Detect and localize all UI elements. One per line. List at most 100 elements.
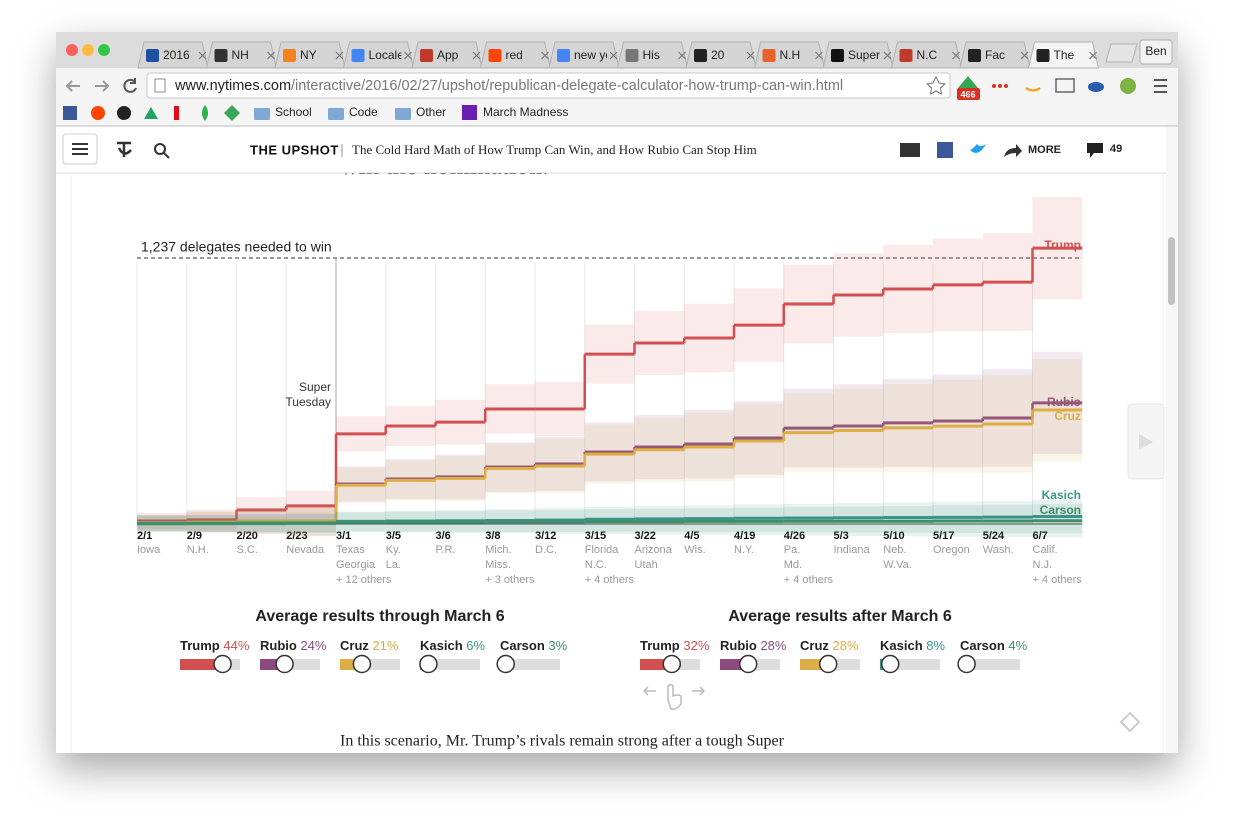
candidate-name: Carson <box>500 638 545 653</box>
extension-icon[interactable] <box>958 76 978 88</box>
bookmark[interactable]: March Madness <box>483 105 568 119</box>
bookmark-icon[interactable] <box>202 105 208 121</box>
share-label: 21% <box>373 638 399 653</box>
candidate-name: Kasich <box>880 638 923 653</box>
minimize-button[interactable] <box>82 44 94 56</box>
bookmark-icon[interactable] <box>144 107 158 119</box>
place-label: N.C. <box>585 559 607 571</box>
tab-icon <box>351 49 365 62</box>
tab-close <box>541 51 549 60</box>
candidate-name: Cruz <box>340 638 369 653</box>
back-button[interactable] <box>65 80 80 92</box>
threshold-label: 1,237 delegates needed to win <box>141 239 332 255</box>
body-paragraph: In this scenario, Mr. Trump’s rivals rem… <box>340 733 785 750</box>
extension-icon[interactable] <box>1025 87 1041 92</box>
extension-icon[interactable] <box>1088 82 1104 92</box>
slider-knob[interactable] <box>496 654 515 674</box>
bookmark-icon[interactable] <box>63 106 77 120</box>
series-label: Carson <box>1040 503 1081 517</box>
date-label: 3/12 <box>535 530 556 542</box>
bookmark[interactable]: Other <box>416 105 446 119</box>
bookmark-icon[interactable] <box>174 106 179 120</box>
tab-close <box>609 51 618 60</box>
candidate-name: Trump <box>640 638 680 653</box>
tab-title: Locale <box>369 48 405 62</box>
reload-button[interactable] <box>123 78 137 93</box>
place-label: Miss. <box>485 559 511 571</box>
extension-icon[interactable] <box>992 84 996 88</box>
slider-knob[interactable] <box>880 654 900 674</box>
date-label: 6/7 <box>1033 530 1048 542</box>
hamburger <box>72 143 88 155</box>
bookmark-icon[interactable] <box>224 105 240 121</box>
nav-icons <box>65 78 137 93</box>
share-label: 44% <box>223 638 249 653</box>
bookmark[interactable]: Code <box>349 105 378 119</box>
email-button[interactable] <box>900 143 920 157</box>
candidate-share: Rubio 28% <box>720 638 787 653</box>
tab-close <box>267 51 275 60</box>
menu-button[interactable] <box>1154 79 1167 93</box>
slider-knob[interactable] <box>352 654 372 674</box>
new-tab[interactable] <box>1105 43 1138 63</box>
cast-icon[interactable] <box>1055 78 1075 93</box>
tab-close <box>746 51 755 60</box>
twitter-button[interactable] <box>970 144 986 153</box>
tab-title: The <box>1054 48 1075 62</box>
place-label: S.C. <box>237 544 258 556</box>
extension-icon <box>998 84 1002 88</box>
slider-knob[interactable] <box>957 654 976 674</box>
scrollbar-thumb[interactable] <box>1168 237 1175 305</box>
extension-icon[interactable] <box>1120 78 1136 94</box>
tab-icon <box>146 49 159 62</box>
series-label: Cruz <box>1054 409 1081 423</box>
search-button[interactable] <box>154 143 166 155</box>
bookmark-icons <box>63 105 477 121</box>
facebook-button[interactable] <box>937 142 953 158</box>
date-label: 3/1 <box>336 530 351 542</box>
extension-icon <box>1004 84 1008 88</box>
candidate-share: Cruz 21% <box>340 638 399 653</box>
slider-knob[interactable] <box>818 654 838 674</box>
annotation: Super <box>299 380 331 394</box>
date-label: 5/17 <box>933 530 954 542</box>
candidate-name: Trump <box>180 638 220 653</box>
date-label: 5/24 <box>983 530 1005 542</box>
place-label: N.J. <box>1033 559 1053 571</box>
more-label[interactable]: MORE <box>1028 144 1061 156</box>
slider-knob[interactable] <box>275 654 294 674</box>
zoom-button[interactable] <box>98 44 110 56</box>
slider-knob[interactable] <box>213 654 232 674</box>
place-label: La. <box>386 559 401 571</box>
close-button[interactable] <box>66 44 78 56</box>
bookmark[interactable]: School <box>275 105 312 119</box>
comments-button[interactable] <box>1087 143 1103 158</box>
address-bar[interactable] <box>146 72 951 99</box>
date-label: 3/8 <box>485 530 500 542</box>
slider-knob[interactable] <box>662 654 682 674</box>
profile-button[interactable] <box>1139 39 1173 65</box>
bookmark-icon[interactable] <box>117 106 131 120</box>
tab-title: NH <box>232 48 249 62</box>
slider-knob[interactable] <box>738 654 758 674</box>
candidate-name: Kasich <box>420 638 463 653</box>
bookmark-icon[interactable] <box>91 106 105 120</box>
candidate-name: Carson <box>960 638 1005 653</box>
forward-button[interactable] <box>95 80 110 92</box>
place-label: P.R. <box>436 544 456 556</box>
tab-title: His <box>643 48 660 62</box>
nyt-logo[interactable] <box>117 141 132 157</box>
tab-icon <box>831 49 844 62</box>
edit-icon[interactable] <box>1119 711 1141 733</box>
date-label: 2/9 <box>187 530 202 542</box>
slider-track <box>500 659 560 670</box>
tab-title: 20 <box>711 48 725 62</box>
slider-knob[interactable] <box>419 654 438 674</box>
bookmark-star[interactable] <box>925 75 947 95</box>
share-button[interactable] <box>1004 144 1022 157</box>
place-label: Wis. <box>684 544 705 556</box>
tab-title: NY <box>300 48 317 62</box>
date-label: 4/26 <box>784 530 805 542</box>
tab-close <box>1089 51 1097 60</box>
